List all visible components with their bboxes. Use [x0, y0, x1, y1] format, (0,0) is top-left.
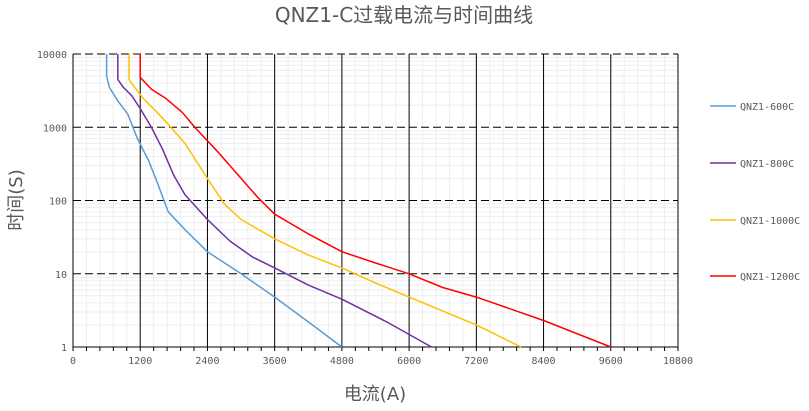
y-tick-label: 10: [55, 270, 67, 281]
axes: [72, 54, 679, 351]
x-tick-label: 6000: [397, 356, 421, 367]
x-tick-label: 10800: [663, 356, 693, 367]
y-tick-label: 100: [49, 197, 67, 208]
x-tick-label: 7200: [464, 356, 488, 367]
x-tick-label: 0: [70, 356, 76, 367]
y-tick-label: 1000: [43, 123, 67, 134]
series-line-qnz1-1000c: [128, 54, 522, 348]
series-line-qnz1-1200c: [139, 54, 612, 348]
y-axis-title: 时间(S): [6, 169, 27, 230]
x-tick-label: 3600: [263, 356, 287, 367]
legend: QNZ1-600C QNZ1-800C QNZ1-1000C QNZ1-1200C: [710, 102, 800, 283]
legend-label: QNZ1-1000C: [740, 216, 800, 227]
x-tick-label: 1200: [128, 356, 152, 367]
x-tick-label: 4800: [330, 356, 354, 367]
y-tick-label: 10000: [37, 50, 67, 61]
x-tick-label: 2400: [195, 356, 219, 367]
series-lines: [105, 54, 612, 348]
chart-title: QNZ1-C过载电流与时间曲线: [275, 3, 533, 27]
x-tick-labels: 0 1200 2400 3600 4800 6000 7200 8400 9600 10800: [70, 356, 693, 367]
series-line-qnz1-800c: [117, 54, 432, 348]
y-tick-labels: 1 10 100 1000 10000: [37, 50, 67, 354]
legend-label: QNZ1-600C: [740, 102, 794, 113]
legend-label: QNZ1-800C: [740, 159, 794, 170]
x-tick-label: 8400: [532, 356, 556, 367]
legend-label: QNZ1-1200C: [740, 272, 800, 283]
y-tick-label: 1: [61, 343, 67, 354]
series-line-qnz1-600c: [105, 54, 343, 348]
x-tick-label: 9600: [599, 356, 623, 367]
x-axis-title: 电流(A): [344, 384, 406, 405]
